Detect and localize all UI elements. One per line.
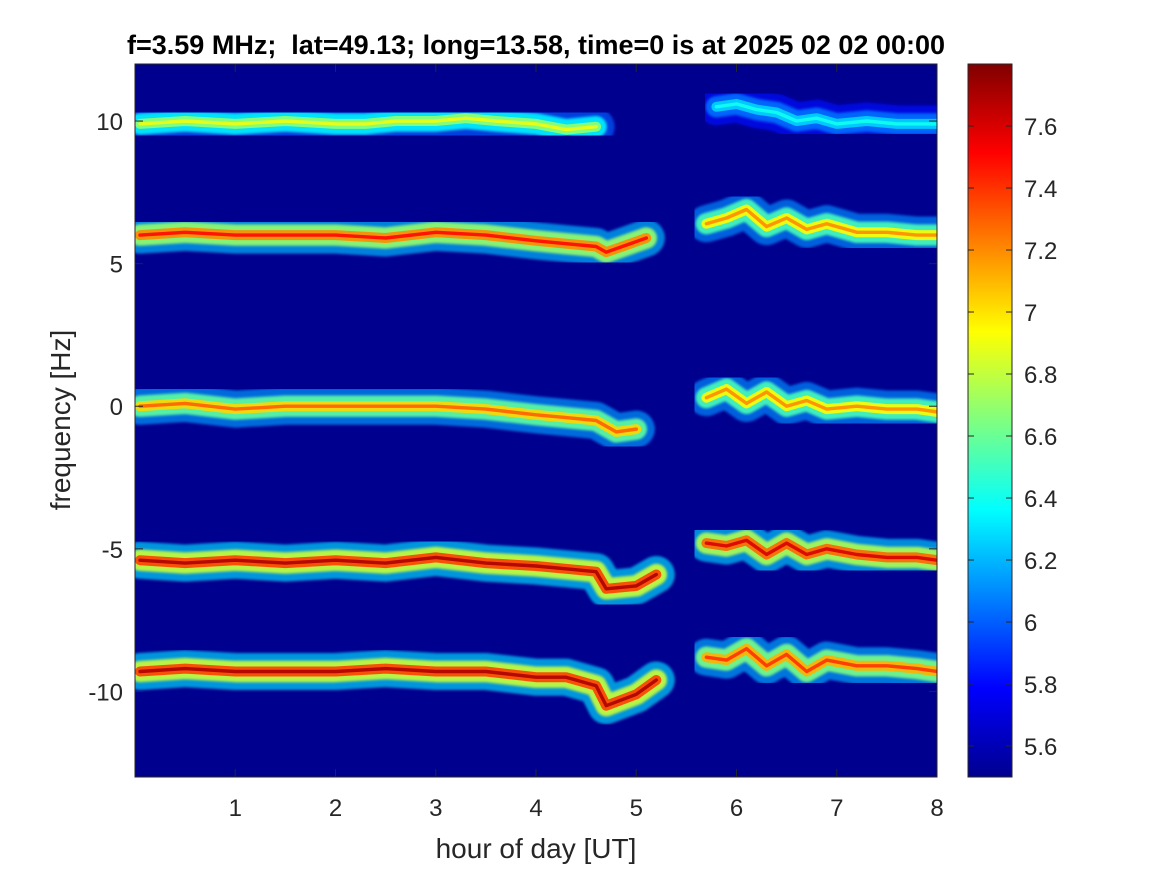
colorbar-tick-label: 6.8 [1024,362,1057,389]
band-0-layer-3 [138,116,598,132]
colorbar-tick-label: 6.6 [1024,424,1057,451]
colorbar-ticks: 7.6 7.4 7.2 7 6.8 6.6 6.4 6.2 6 5.8 5.6 [968,114,1057,761]
band-6 [687,190,937,254]
colorbar-tick-label: 6 [1024,610,1037,637]
y-tick-label: -10 [88,679,123,706]
band-0 [135,99,615,149]
band-9-layer-3 [704,647,937,674]
x-axis-label: hour of day [UT] [436,833,637,864]
band-5-layer-3 [714,102,937,126]
band-7 [687,370,937,431]
y-tick-label: 5 [110,252,123,279]
band-2 [135,384,655,451]
band-3 [135,538,675,608]
colorbar-tick-label: 7.4 [1024,176,1057,203]
band-3-layer-3 [138,555,658,591]
x-tick-label: 8 [930,795,943,822]
colorbar-tick-label: 7.2 [1024,238,1057,265]
x-tick-label: 5 [630,795,643,822]
band-9 [687,630,937,691]
band-5 [697,85,937,143]
x-tick-label: 2 [329,795,342,822]
signal-bands [135,85,937,725]
band-1 [135,213,665,271]
band-8-layer-3 [704,538,937,562]
colorbar-tick-label: 7 [1024,300,1037,327]
y-tick-label: -5 [102,537,123,564]
chart-title: f=3.59 MHz; lat=49.13; long=13.58, time=… [127,30,945,60]
y-axis-label: frequency [Hz] [45,330,76,511]
colorbar-tick-label: 7.6 [1024,114,1057,141]
x-tick-label: 3 [429,795,442,822]
x-tick-label: 1 [229,795,242,822]
x-tick-label: 4 [529,795,542,822]
band-7-layer-3 [704,387,937,414]
colorbar [967,63,1013,778]
colorbar-tick-label: 6.2 [1024,548,1057,575]
colorbar-tick-label: 5.6 [1024,734,1057,761]
x-tick-label: 7 [830,795,843,822]
band-4 [135,650,675,725]
y-tick-label: 0 [110,394,123,421]
x-tick-label: 6 [730,795,743,822]
band-1-layer-3 [138,230,648,254]
band-4-layer-3 [138,666,658,708]
y-tick-label: 10 [96,109,123,136]
band-2-layer-3 [138,401,638,434]
y-axis-ticks: 10 5 0 -5 -10 [88,109,937,706]
colorbar-tick-label: 5.8 [1024,672,1057,699]
band-6-layer-3 [704,207,937,237]
band-8 [687,521,937,579]
x-axis-ticks: 1 2 3 4 5 6 7 8 [229,64,944,822]
colorbar-tick-label: 6.4 [1024,486,1057,513]
